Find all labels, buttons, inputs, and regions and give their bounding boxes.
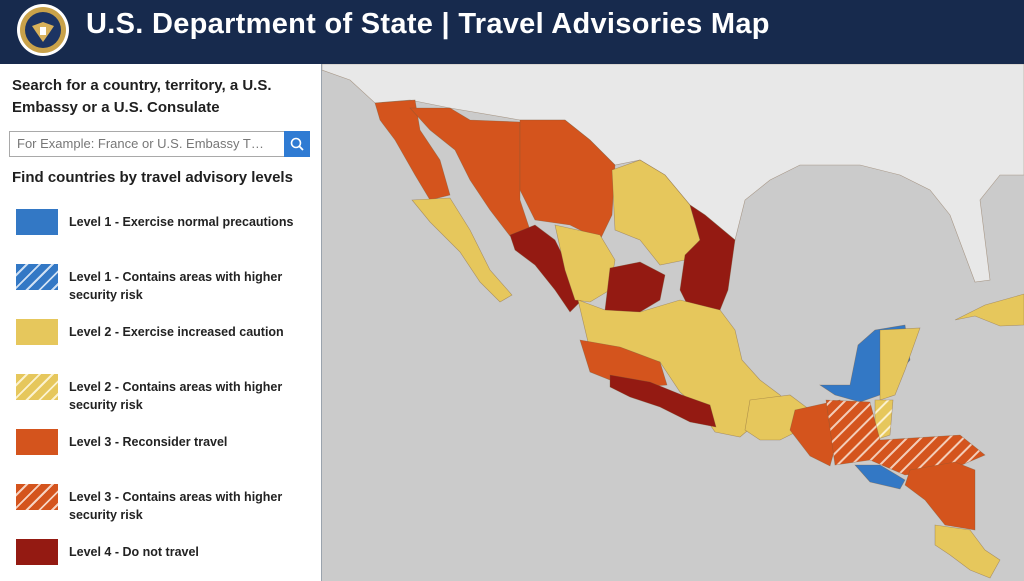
- side-panel: Search for a country, territory, a U.S. …: [0, 64, 322, 581]
- legend-swatch: [16, 484, 58, 510]
- legend-heading: Find countries by travel advisory levels: [12, 169, 293, 186]
- legend-label: Level 4 - Do not travel: [69, 545, 199, 559]
- legend-label: Level 2 - Exercise increased caution: [69, 325, 284, 339]
- legend-swatch: [16, 319, 58, 345]
- legend-label: Level 2 - Contains areas with higher sec…: [69, 380, 283, 412]
- legend-swatch: [16, 539, 58, 565]
- search-button[interactable]: [284, 131, 310, 157]
- legend-label: Level 3 - Contains areas with higher sec…: [69, 490, 283, 522]
- search-placeholder: For Example: France or U.S. Embassy T…: [17, 136, 264, 151]
- legend-item[interactable]: Level 1 - Exercise normal precautions: [16, 209, 316, 249]
- seal: [17, 4, 69, 56]
- search-input[interactable]: For Example: France or U.S. Embassy T…: [9, 131, 285, 157]
- legend-label: Level 1 - Exercise normal precautions: [69, 215, 294, 229]
- legend-label: Level 1 - Contains areas with higher sec…: [69, 270, 283, 302]
- legend-item[interactable]: Level 3 - Contains areas with higher sec…: [16, 484, 316, 524]
- map[interactable]: [322, 64, 1024, 581]
- legend-swatch: [16, 374, 58, 400]
- page-title: U.S. Department of State | Travel Adviso…: [86, 8, 770, 40]
- legend-item[interactable]: Level 1 - Contains areas with higher sec…: [16, 264, 316, 304]
- legend-item[interactable]: Level 4 - Do not travel: [16, 539, 316, 579]
- legend-item[interactable]: Level 2 - Exercise increased caution: [16, 319, 316, 359]
- header: U.S. Department of State | Travel Adviso…: [0, 0, 1024, 64]
- legend-swatch: [16, 429, 58, 455]
- legend-item[interactable]: Level 3 - Reconsider travel: [16, 429, 316, 469]
- legend-label: Level 3 - Reconsider travel: [69, 435, 228, 449]
- legend-item[interactable]: Level 2 - Contains areas with higher sec…: [16, 374, 316, 414]
- legend-swatch: [16, 209, 58, 235]
- search-prompt: Search for a country, territory, a U.S. …: [12, 77, 272, 116]
- legend-swatch: [16, 264, 58, 290]
